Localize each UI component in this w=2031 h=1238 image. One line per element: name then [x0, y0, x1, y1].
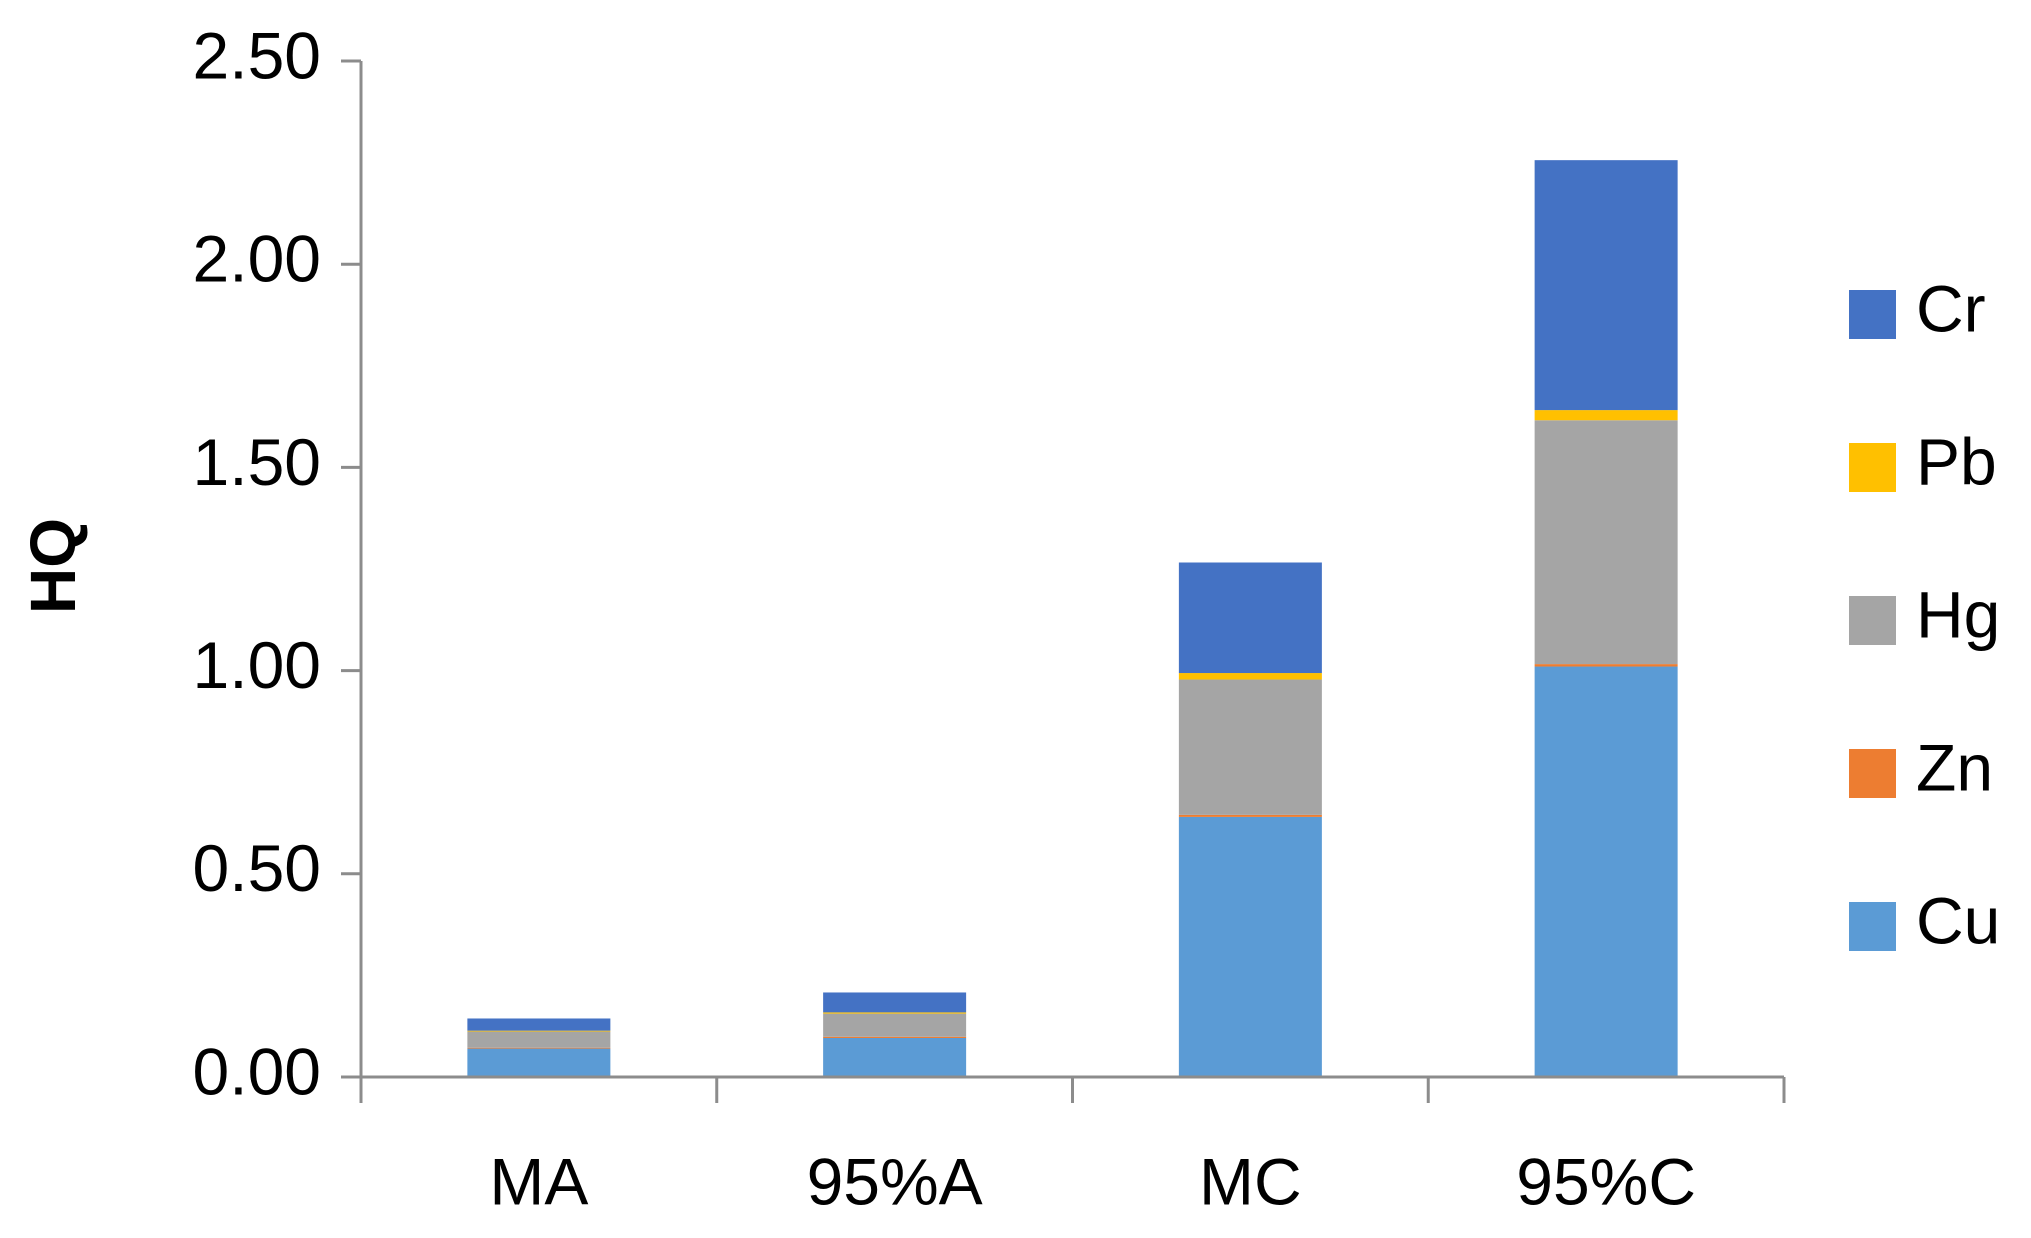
legend-swatch [1849, 596, 1896, 645]
bar-segment [1178, 562, 1322, 674]
bar-segment [1534, 160, 1678, 411]
bar-segment [823, 1037, 967, 1077]
y-axis-title: HQ [17, 518, 89, 614]
legend-label: Cr [1916, 271, 1986, 345]
bar-segment [823, 1013, 967, 1037]
bar-segment [1534, 420, 1678, 665]
x-tick-label: MC [1199, 1144, 1302, 1218]
bar-segment [823, 1036, 967, 1038]
bar-segment [1178, 814, 1322, 817]
legend-label: Pb [1916, 424, 1997, 498]
bar-segment [823, 992, 967, 1013]
bar-segment [1534, 666, 1678, 1077]
bar-segment [467, 1031, 611, 1048]
bar-segment [467, 1048, 611, 1077]
bar-segment [1534, 664, 1678, 667]
x-tick-label: MA [489, 1144, 588, 1218]
y-tick-label: 0.00 [193, 1034, 321, 1108]
y-tick-label: 1.00 [193, 628, 321, 702]
bar-segment [467, 1030, 611, 1032]
y-tick-label: 0.50 [193, 831, 321, 905]
bar-segment [1178, 679, 1322, 815]
bar-segment [1178, 673, 1322, 680]
legend-swatch [1849, 749, 1896, 798]
legend-label: Cu [1916, 883, 2000, 957]
legend-label: Zn [1916, 730, 1993, 804]
x-tick-label: 95%A [807, 1144, 983, 1218]
y-tick-label: 1.50 [193, 425, 321, 499]
bar-segment [467, 1018, 611, 1031]
legend-swatch [1849, 443, 1896, 492]
y-tick-label: 2.00 [193, 222, 321, 296]
legend-label: Hg [1916, 577, 2000, 651]
legend-swatch [1849, 290, 1896, 339]
bar-segment [823, 1012, 967, 1014]
bar-segment [1534, 410, 1678, 421]
x-tick-label: 95%C [1516, 1144, 1696, 1218]
legend-swatch [1849, 902, 1896, 951]
y-tick-label: 2.50 [193, 18, 321, 92]
bar-segment [1178, 816, 1322, 1077]
bar-segment [467, 1047, 611, 1049]
